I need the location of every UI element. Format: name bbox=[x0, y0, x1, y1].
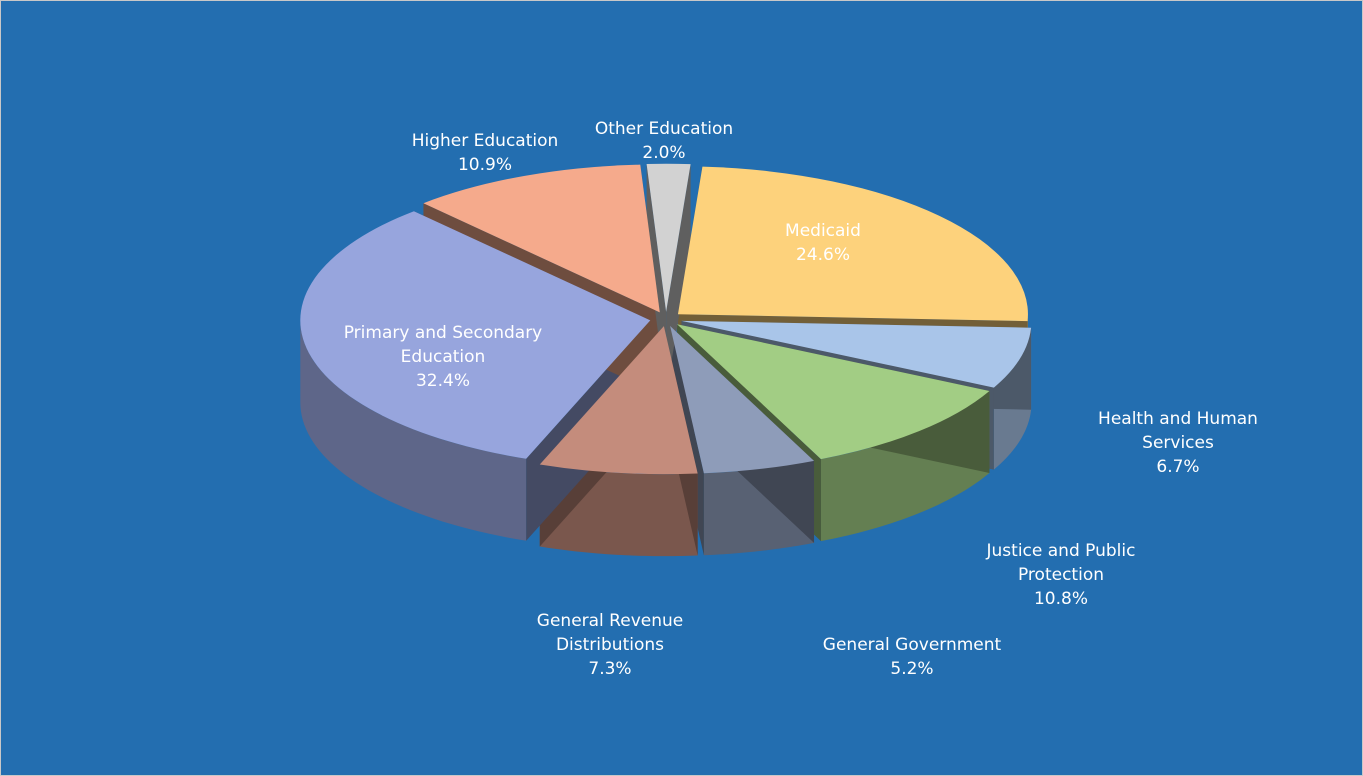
data-label: Other Education 2.0% bbox=[564, 117, 764, 165]
category-label: General Revenue Distributions bbox=[536, 611, 684, 655]
slice bbox=[677, 166, 1028, 322]
slice bbox=[423, 164, 660, 313]
category-label: Medicaid bbox=[785, 221, 861, 241]
slice bbox=[646, 163, 691, 312]
category-label: Other Education bbox=[594, 119, 734, 139]
value-label: 6.7% bbox=[1156, 457, 1200, 477]
category-label: Primary and Secondary Education bbox=[343, 323, 543, 367]
category-label: Higher Education bbox=[411, 131, 559, 151]
category-label: Justice and Public Protection bbox=[986, 541, 1136, 585]
data-label: Primary and Secondary Education 32.4% bbox=[318, 321, 568, 393]
slice-edge bbox=[666, 164, 691, 394]
slice-side bbox=[300, 320, 527, 541]
data-label: Health and Human Services 6.7% bbox=[1078, 407, 1278, 479]
slice bbox=[670, 325, 815, 474]
category-label: General Government bbox=[822, 635, 1002, 655]
slice bbox=[300, 211, 651, 459]
data-label: Justice and Public Protection 10.8% bbox=[976, 539, 1146, 611]
data-label: General Government 5.2% bbox=[792, 633, 1032, 681]
value-label: 7.3% bbox=[588, 659, 632, 679]
value-label: 24.6% bbox=[795, 245, 850, 265]
value-label: 10.9% bbox=[457, 155, 512, 175]
slice bbox=[677, 324, 990, 460]
value-label: 32.4% bbox=[415, 371, 470, 391]
category-label: Health and Human Services bbox=[1098, 409, 1258, 453]
data-label: General Revenue Distributions 7.3% bbox=[515, 609, 705, 681]
data-label: Medicaid 24.6% bbox=[753, 219, 893, 267]
slice-tops bbox=[300, 163, 1032, 475]
slice bbox=[539, 326, 698, 475]
value-label: 10.8% bbox=[1033, 589, 1088, 609]
value-label: 2.0% bbox=[642, 143, 686, 163]
data-label: Higher Education 10.9% bbox=[385, 129, 585, 177]
slice bbox=[681, 320, 1032, 388]
value-label: 5.2% bbox=[890, 659, 934, 679]
